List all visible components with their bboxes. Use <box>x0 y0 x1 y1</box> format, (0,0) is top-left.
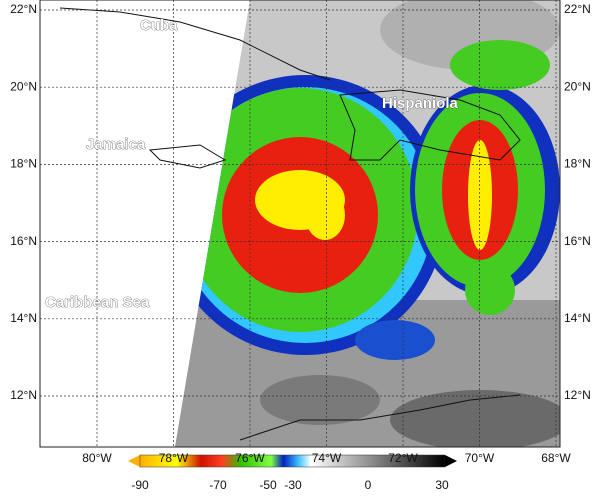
colorbar-label: -30 <box>284 478 302 492</box>
lon-label: 72°W <box>388 451 418 465</box>
imagery <box>40 0 560 447</box>
place-label: Caribbean Sea <box>45 294 150 311</box>
lat-label-right: 22°N <box>564 2 591 16</box>
lon-label: 70°W <box>465 451 495 465</box>
lat-label-right: 20°N <box>564 79 591 93</box>
graticule <box>40 0 560 447</box>
map-frame <box>39 0 561 448</box>
lat-label-left: 12°N <box>10 388 37 402</box>
lat-label-left: 20°N <box>10 79 37 93</box>
lat-label-left: 14°N <box>10 311 37 325</box>
place-label: Cuba <box>140 17 178 34</box>
lat-label-right: 18°N <box>564 157 591 171</box>
colorbar-arrow-right <box>445 455 457 467</box>
lon-label: 78°W <box>159 451 189 465</box>
lon-label: 76°W <box>235 451 265 465</box>
lat-label-right: 16°N <box>564 234 591 248</box>
colorbar-label: 30 <box>435 478 449 492</box>
lat-label-left: 18°N <box>10 157 37 171</box>
lat-label-left: 22°N <box>10 2 37 16</box>
lat-label-right: 14°N <box>564 311 591 325</box>
colorbar-label: -50 <box>259 478 277 492</box>
lon-label: 74°W <box>312 451 342 465</box>
colorbar-label: -90 <box>131 478 149 492</box>
colorbar-arrow-left <box>128 455 140 467</box>
colorbar-label: -70 <box>209 478 227 492</box>
lon-label: 80°W <box>82 451 112 465</box>
lat-label-left: 16°N <box>10 234 37 248</box>
place-label: Hispaniola <box>382 95 459 112</box>
colorbar-label: 0 <box>365 478 372 492</box>
lat-label-right: 12°N <box>564 388 591 402</box>
lon-label: 68°W <box>541 451 571 465</box>
place-label: Jamaica <box>86 136 146 153</box>
